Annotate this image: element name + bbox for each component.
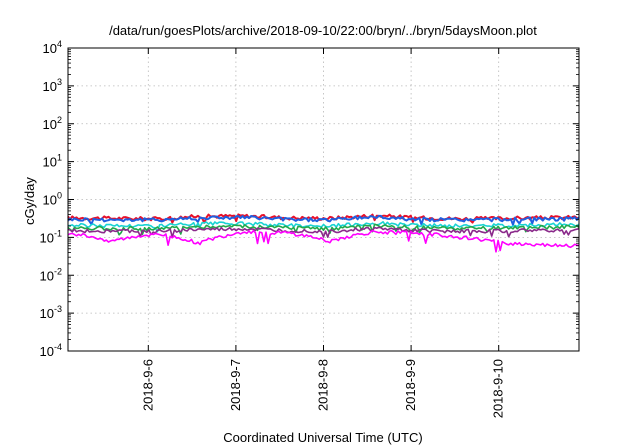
y-tick-label: 10-2 [40, 266, 62, 283]
series-line [67, 229, 580, 253]
series-line [67, 226, 580, 238]
series-layer [67, 213, 580, 253]
x-tick-label: 2018-9-7 [228, 359, 243, 411]
y-axis-label: cGy/day [22, 177, 37, 225]
series-line [67, 221, 580, 233]
y-tick-label: 102 [43, 115, 62, 132]
plot-frame [67, 47, 580, 352]
x-tick-label: 2018-9-6 [140, 359, 155, 411]
y-tick-label: 10-3 [40, 304, 62, 321]
series-line [67, 214, 580, 226]
y-tick-label: 104 [43, 39, 62, 56]
y-tick-label: 101 [43, 153, 62, 170]
chart-title: /data/run/goesPlots/archive/2018-09-10/2… [109, 23, 537, 38]
y-tick-label: 100 [43, 191, 62, 208]
series-line [67, 223, 580, 236]
grid [68, 48, 579, 351]
y-tick-label: 10-4 [40, 342, 62, 359]
x-tick-label: 2018-9-10 [491, 359, 506, 418]
y-tick-label: 103 [43, 77, 62, 94]
x-axis-label: Coordinated Universal Time (UTC) [223, 430, 422, 445]
y-tick-label: 10-1 [40, 228, 62, 245]
x-tick-label: 2018-9-9 [403, 359, 418, 411]
x-tick-label: 2018-9-8 [316, 359, 331, 411]
